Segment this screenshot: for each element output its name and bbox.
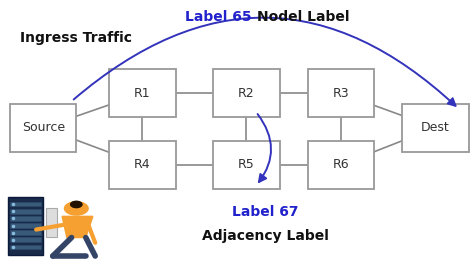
Text: Source: Source [22, 121, 65, 134]
FancyArrowPatch shape [73, 18, 456, 106]
Text: Label 65: Label 65 [185, 10, 251, 24]
FancyBboxPatch shape [109, 141, 175, 189]
FancyBboxPatch shape [10, 209, 41, 214]
Text: Dest: Dest [421, 121, 450, 134]
Text: Adjacency Label: Adjacency Label [202, 229, 329, 243]
Text: R2: R2 [238, 87, 255, 100]
Text: Nodel Label: Nodel Label [257, 10, 349, 24]
Text: R3: R3 [333, 87, 349, 100]
FancyBboxPatch shape [10, 245, 41, 250]
Text: R4: R4 [134, 158, 151, 171]
Polygon shape [62, 216, 93, 238]
FancyBboxPatch shape [402, 104, 469, 152]
FancyBboxPatch shape [10, 223, 41, 228]
FancyBboxPatch shape [10, 202, 41, 206]
Circle shape [64, 202, 88, 215]
FancyBboxPatch shape [8, 197, 43, 255]
Circle shape [71, 201, 82, 208]
FancyBboxPatch shape [213, 69, 280, 117]
FancyBboxPatch shape [308, 141, 374, 189]
Text: R6: R6 [333, 158, 349, 171]
FancyBboxPatch shape [10, 230, 41, 235]
Text: R1: R1 [134, 87, 151, 100]
FancyBboxPatch shape [10, 104, 76, 152]
Text: Ingress Traffic: Ingress Traffic [19, 31, 132, 45]
FancyArrowPatch shape [257, 114, 271, 182]
FancyBboxPatch shape [109, 69, 175, 117]
FancyBboxPatch shape [308, 69, 374, 117]
Text: R5: R5 [238, 158, 255, 171]
FancyBboxPatch shape [46, 208, 57, 237]
FancyBboxPatch shape [213, 141, 280, 189]
FancyBboxPatch shape [10, 216, 41, 221]
FancyBboxPatch shape [10, 238, 41, 242]
Text: Label 67: Label 67 [232, 205, 299, 219]
